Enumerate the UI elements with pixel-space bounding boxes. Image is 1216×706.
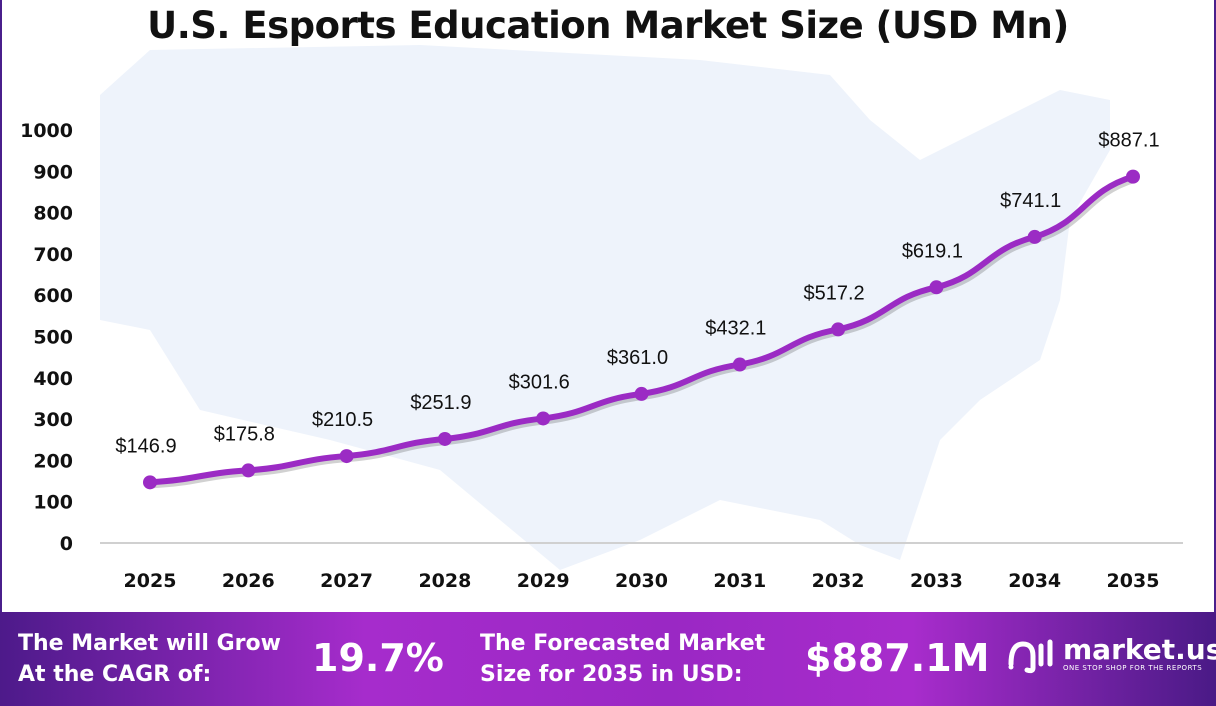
chart-title: U.S. Esports Education Market Size (USD … <box>147 4 1069 47</box>
y-tick-label: 400 <box>33 368 73 390</box>
x-tick-label: 2029 <box>517 570 570 592</box>
logo-mark-icon <box>1008 639 1053 674</box>
data-label: $251.9 <box>410 392 471 414</box>
y-tick-label: 600 <box>33 285 73 307</box>
x-tick-label: 2032 <box>812 570 865 592</box>
data-point <box>241 463 256 478</box>
logo-name: market.us <box>1063 633 1216 666</box>
data-label: $361.0 <box>607 347 668 369</box>
y-tick-label: 100 <box>33 492 73 514</box>
data-point <box>831 322 846 337</box>
market-us-logo: market.us ONE STOP SHOP FOR THE REPORTS <box>1005 634 1216 674</box>
data-point <box>536 411 551 426</box>
x-tick-label: 2031 <box>713 570 766 592</box>
y-tick-label: 800 <box>33 203 73 225</box>
data-point <box>634 386 649 401</box>
forecast-label: The Forecasted Market Size for 2035 in U… <box>480 628 765 690</box>
y-tick-label: 500 <box>33 327 73 349</box>
data-point <box>339 449 354 464</box>
x-tick-label: 2028 <box>418 570 471 592</box>
y-tick-label: 1000 <box>20 120 73 142</box>
cagr-label-line-2: At the CAGR of: <box>18 662 212 687</box>
x-tick-label: 2035 <box>1107 570 1160 592</box>
data-label: $175.8 <box>214 423 275 445</box>
data-label: $146.9 <box>115 435 176 457</box>
data-label: $432.1 <box>705 318 766 340</box>
data-label: $741.1 <box>1000 190 1061 212</box>
data-point <box>1027 229 1042 244</box>
line-chart: 0 100 200 300 400 500 600 700 800 900 1000 2025 2026… <box>20 45 1183 592</box>
y-tick-label: 0 <box>60 533 73 555</box>
data-point <box>732 357 747 372</box>
y-tick-label: 300 <box>33 409 73 431</box>
x-tick-label: 2034 <box>1008 570 1061 592</box>
data-label: $619.1 <box>902 240 963 262</box>
x-tick-label: 2026 <box>222 570 275 592</box>
series-line-shadow <box>151 176 1136 489</box>
logo-tagline: ONE STOP SHOP FOR THE REPORTS <box>1063 664 1203 672</box>
x-tick-label: 2030 <box>615 570 668 592</box>
forecast-label-line-1: The Forecasted Market <box>480 631 766 656</box>
data-point <box>929 280 944 295</box>
summary-banner: The Market will Grow At the CAGR of: 19.… <box>0 612 1216 706</box>
x-tick-label: 2033 <box>910 570 963 592</box>
data-point <box>437 431 452 446</box>
data-point <box>1126 169 1140 184</box>
data-label: $887.1 <box>1098 130 1159 152</box>
y-tick-label: 200 <box>33 450 73 472</box>
forecast-value: $887.1M <box>805 636 990 680</box>
forecast-label-line-2: Size for 2035 in USD: <box>480 662 743 687</box>
y-tick-label: 900 <box>33 161 73 183</box>
us-map-background <box>100 45 1110 570</box>
x-tick-label: 2025 <box>124 570 177 592</box>
x-tick-label: 2027 <box>320 570 373 592</box>
cagr-label: The Market will Grow At the CAGR of: <box>18 628 281 690</box>
data-point <box>143 475 157 490</box>
data-label: $517.2 <box>804 282 865 304</box>
cagr-value: 19.7% <box>312 636 444 680</box>
data-label: $301.6 <box>509 371 570 393</box>
y-tick-label: 700 <box>33 244 73 266</box>
data-label: $210.5 <box>312 409 373 431</box>
cagr-label-line-1: The Market will Grow <box>18 631 281 656</box>
